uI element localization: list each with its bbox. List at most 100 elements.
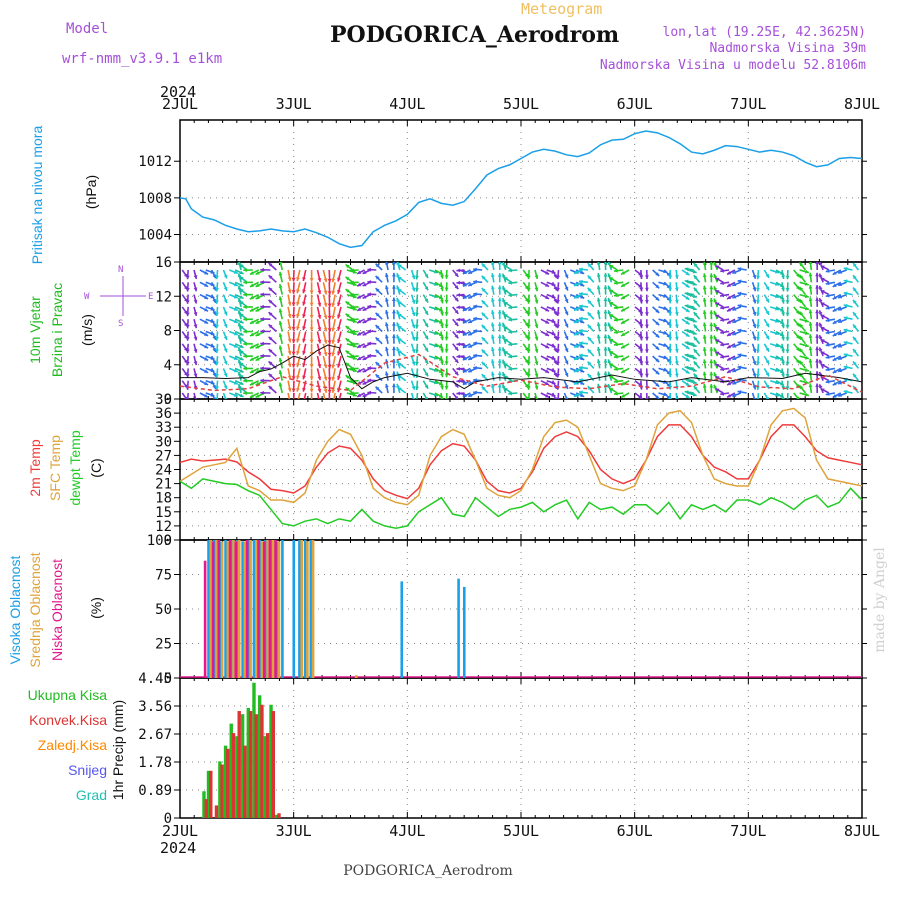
wind-arrow-head <box>752 397 757 399</box>
wind-arrow-head <box>815 383 820 388</box>
wind-arrow-head <box>357 356 362 360</box>
wind-arrow-head <box>362 381 367 385</box>
wind-arrow-head <box>268 299 273 304</box>
wind-arrow-head <box>473 341 477 346</box>
wind-arrow-head <box>296 400 300 404</box>
wind-arrow-head <box>702 359 707 364</box>
wind-arrow-head <box>331 364 336 369</box>
wind-arrow-head <box>692 355 697 360</box>
wind-arrow-head <box>804 269 809 274</box>
wind-arrow-head <box>693 349 698 354</box>
wind-arrow-head <box>732 356 737 360</box>
wind-arrow-head <box>385 371 389 376</box>
wind-arrow-head <box>607 347 612 352</box>
wind-arrow-head <box>497 383 502 388</box>
wind-arrow-head <box>587 263 592 268</box>
wind-arrow-head <box>357 295 362 299</box>
y-tick-label: 27 <box>155 448 172 464</box>
wind-arrow-head <box>239 301 244 305</box>
wind-arrow-head <box>838 331 843 336</box>
wind-arrow-head <box>692 380 697 385</box>
wind-arrow-head <box>391 383 396 388</box>
wind-arrow-head <box>534 348 539 353</box>
wind-arrow-head <box>233 270 238 274</box>
wind-arrow-head <box>337 314 341 319</box>
wind-arrow-head <box>693 361 698 366</box>
wind-arrow-head <box>239 356 244 361</box>
wind-arrow <box>186 392 189 399</box>
wind-arrow-head <box>424 360 429 365</box>
wind-arrow-head <box>720 293 725 298</box>
conv-precip-bar <box>260 704 264 818</box>
wind-arrow-head <box>796 297 800 302</box>
x-tick-label: 2JUL <box>162 822 198 840</box>
wind-arrow-head <box>223 286 228 291</box>
wind-ylabel-2: Brzina i Pravac <box>49 283 65 377</box>
wind-arrow-head <box>781 312 785 316</box>
wind-arrow-head <box>497 322 502 326</box>
wind-arrow-head <box>397 325 402 330</box>
conv-precip-bar <box>243 745 247 818</box>
wind-arrow-head <box>785 300 790 304</box>
wind-arrow-head <box>843 353 848 357</box>
wind-arrow-head <box>239 350 244 354</box>
wind-arrow-head <box>287 277 292 281</box>
wind-arrow-head <box>212 298 216 303</box>
wind-arrow-head <box>799 348 804 353</box>
wind-arrow-head <box>473 267 477 272</box>
wind-arrow-head <box>375 362 380 366</box>
wind-arrow-head <box>639 275 644 279</box>
wind-arrow-head <box>291 327 296 331</box>
wind-arrow-head <box>411 299 416 304</box>
wind-arrow-head <box>456 366 461 371</box>
wind-arrow-head <box>317 290 322 295</box>
wind-arrow <box>440 392 443 399</box>
wind-arrow-head <box>815 371 820 375</box>
model-name: wrf-nmm_v3.9.1 e1km <box>62 51 222 67</box>
temp2m-line <box>179 424 863 500</box>
wind-arrow-head <box>756 337 760 341</box>
wind-arrow-head <box>396 346 400 351</box>
wind-arrow-head <box>580 331 585 336</box>
wind-arrow-head <box>737 328 742 333</box>
wind-arrow-head <box>302 326 306 331</box>
wind-arrow-head <box>825 392 830 396</box>
wind-arrow-head <box>367 280 371 284</box>
conv-precip-bar <box>226 748 230 818</box>
y-tick-label: 12 <box>155 289 172 305</box>
wind-arrow-head <box>596 371 601 376</box>
wind-arrow-head <box>212 348 216 353</box>
wind-arrow-head <box>534 299 539 304</box>
x-tick-label: 3JUL <box>276 822 312 840</box>
wind-arrow-head <box>684 341 689 345</box>
wind-arrow-head <box>278 345 283 350</box>
wind-arrow-head <box>578 353 583 358</box>
high-cloud-bar <box>252 540 256 678</box>
wind-arrow-head <box>553 286 557 291</box>
wind-arrow-head <box>327 365 332 369</box>
wind-arrow-head <box>804 282 809 286</box>
wind-arrow-head <box>268 312 273 316</box>
wind-arrow-head <box>655 370 660 375</box>
wind-arrow-head <box>799 274 804 279</box>
wind-arrow-head <box>713 360 718 365</box>
wind-arrow <box>416 392 419 399</box>
wind-arrow-head <box>233 282 238 287</box>
wind-arrow-head <box>268 275 273 280</box>
x-tick-label: 4JUL <box>389 822 425 840</box>
wind-arrow-head <box>212 384 216 389</box>
wind-arrow-head <box>564 348 569 353</box>
wind-arrow-head <box>337 289 341 294</box>
wind-arrow-head <box>454 395 459 399</box>
wind-arrow-head <box>693 287 698 292</box>
wind-arrow-head <box>727 307 732 312</box>
wind-arrow-head <box>462 295 467 299</box>
wind-arrow-head <box>713 262 718 266</box>
wind-arrow-head <box>508 330 513 334</box>
wind-arrow-head <box>613 293 618 298</box>
wind-arrow-head <box>278 333 283 338</box>
wind-arrow-head <box>239 319 244 324</box>
wind-arrow-head <box>497 262 502 265</box>
wind-arrow-head <box>497 309 502 314</box>
wind-arrow-head <box>655 395 660 399</box>
